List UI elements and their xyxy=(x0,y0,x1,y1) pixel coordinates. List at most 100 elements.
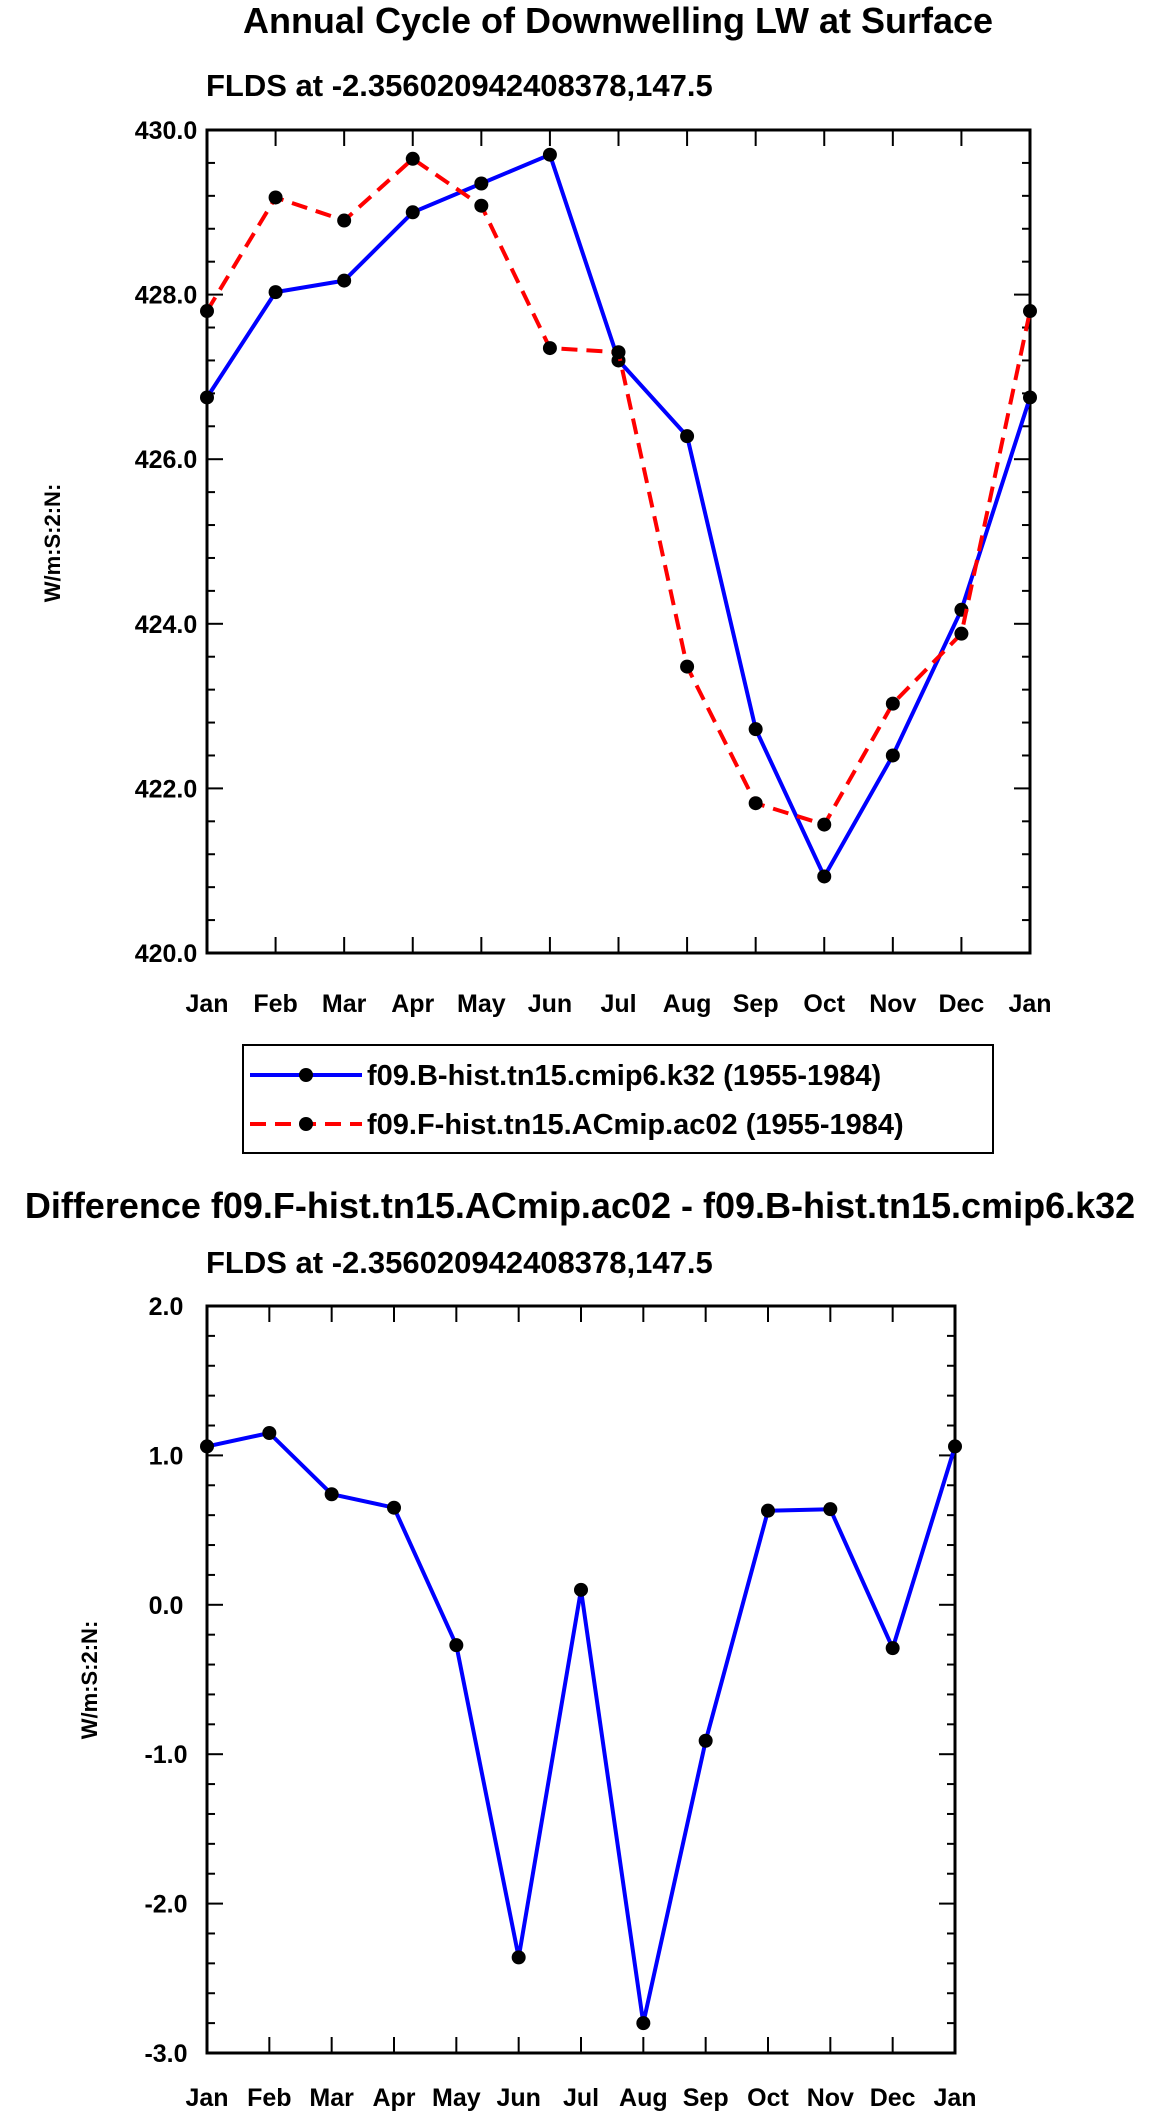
chart-subtitle: FLDS at -2.356020942408378,147.5 xyxy=(206,1245,713,1280)
data-point-series-1 xyxy=(268,285,283,300)
y-axis-label: W/m:S:2:N: xyxy=(77,1621,102,1740)
plot-frame xyxy=(205,1304,957,2055)
data-point-series-2 xyxy=(268,190,283,205)
y-tick-label: 0.0 xyxy=(149,1592,184,1620)
data-point-series-2 xyxy=(817,817,832,832)
chart-title: Annual Cycle of Downwelling LW at Surfac… xyxy=(243,0,993,41)
data-point-series-1 xyxy=(636,2016,651,2031)
data-point-series-1 xyxy=(748,722,763,737)
x-tick-label: Dec xyxy=(938,990,984,1018)
data-point-series-1 xyxy=(200,1439,214,1454)
data-point-series-1 xyxy=(337,273,352,288)
x-tick-label: Oct xyxy=(747,2084,789,2112)
data-point-series-1 xyxy=(698,1733,713,1748)
data-point-series-1 xyxy=(387,1500,401,1515)
data-point-series-1 xyxy=(885,1641,900,1656)
y-tick-label: 426.0 xyxy=(135,446,198,474)
series-line-1 xyxy=(206,1431,957,2026)
y-axis-label: W/m:S:2:N: xyxy=(40,484,65,603)
y-tick-label: 2.0 xyxy=(149,1293,184,1321)
x-tick-label: Nov xyxy=(869,990,916,1018)
data-point-series-2 xyxy=(405,151,420,166)
x-tick-label: Jan xyxy=(185,990,228,1018)
plot-area xyxy=(205,128,1032,955)
data-point-series-2 xyxy=(200,304,214,319)
y-tick-label: 424.0 xyxy=(135,611,198,639)
y-tick-label: -2.0 xyxy=(144,1891,187,1919)
data-point-series-1 xyxy=(449,1638,464,1653)
data-point-series-1 xyxy=(1023,390,1037,405)
plot-frame xyxy=(205,128,1032,955)
data-point-series-1 xyxy=(823,1502,838,1517)
y-tick-label: 420.0 xyxy=(135,940,198,968)
x-tick-label: Feb xyxy=(253,990,297,1018)
data-point-series-2 xyxy=(954,626,969,641)
data-point-series-2 xyxy=(885,696,900,711)
legend-marker-series-2 xyxy=(299,1117,313,1131)
data-point-series-1 xyxy=(885,748,900,763)
x-tick-label: Sep xyxy=(733,990,779,1018)
x-tick-label: Jul xyxy=(563,2084,599,2112)
data-point-series-1 xyxy=(200,390,214,405)
x-tick-label: Apr xyxy=(391,990,434,1018)
chart-difference: Difference f09.F-hist.tn15.ACmip.ac02 - … xyxy=(25,1185,1135,2112)
legend-marker-series-1 xyxy=(299,1068,313,1082)
data-point-series-2 xyxy=(474,198,489,213)
x-tick-label: Oct xyxy=(803,990,845,1018)
y-tick-label: 1.0 xyxy=(149,1442,184,1470)
x-tick-label: Nov xyxy=(807,2084,854,2112)
x-tick-label: Feb xyxy=(247,2084,291,2112)
x-tick-label: Aug xyxy=(619,2084,668,2112)
series-lines xyxy=(200,147,1037,884)
data-point-series-1 xyxy=(262,1425,277,1440)
x-tick-label: May xyxy=(457,990,506,1018)
data-point-series-1 xyxy=(574,1582,588,1597)
y-tick-label: -3.0 xyxy=(144,2040,187,2068)
data-point-series-1 xyxy=(324,1487,339,1502)
data-point-series-1 xyxy=(542,147,557,162)
x-tick-label: Mar xyxy=(309,2084,354,2112)
data-point-series-2 xyxy=(680,659,695,674)
x-tick-label: Jan xyxy=(1008,990,1051,1018)
legend-label-series-1: f09.B-hist.tn15.cmip6.k32 (1955-1984) xyxy=(367,1060,881,1092)
x-tick-label: Jan xyxy=(185,2084,228,2112)
chart-subtitle: FLDS at -2.356020942408378,147.5 xyxy=(206,68,713,103)
x-tick-label: Jan xyxy=(933,2084,976,2112)
series-line-1 xyxy=(205,152,1032,879)
legend-frame xyxy=(242,1044,994,1154)
chart-annual-cycle: Annual Cycle of Downwelling LW at Surfac… xyxy=(40,0,1052,1018)
legend: f09.B-hist.tn15.cmip6.k32 (1955-1984) f0… xyxy=(242,1044,994,1154)
y-tick-label: 430.0 xyxy=(135,117,198,145)
data-point-series-1 xyxy=(405,205,420,220)
series-lines xyxy=(200,1425,962,2031)
x-tick-label: Sep xyxy=(683,2084,729,2112)
tick-labels: -3.0 -2.0 -1.0 0.0 1.0 2.0 Jan Feb Mar Apr May Jun J… xyxy=(144,1293,976,2112)
y-tick-label: -1.0 xyxy=(144,1741,187,1769)
x-tick-label: Jun xyxy=(496,2084,540,2112)
data-point-series-1 xyxy=(474,176,489,191)
x-tick-label: Mar xyxy=(322,990,367,1018)
data-point-series-1 xyxy=(948,1439,962,1454)
data-point-series-1 xyxy=(761,1503,775,1518)
data-point-series-1 xyxy=(817,869,832,884)
x-tick-label: Aug xyxy=(663,990,712,1018)
data-point-series-2 xyxy=(748,796,763,811)
data-point-series-2 xyxy=(611,345,626,360)
y-tick-label: 422.0 xyxy=(135,775,198,803)
y-tick-label: 428.0 xyxy=(135,282,198,310)
data-point-series-2 xyxy=(1023,304,1037,319)
plot-area xyxy=(205,1304,957,2055)
data-point-series-1 xyxy=(511,1950,526,1965)
x-tick-label: Dec xyxy=(870,2084,916,2112)
data-point-series-2 xyxy=(337,213,352,228)
chart-title: Difference f09.F-hist.tn15.ACmip.ac02 - … xyxy=(25,1185,1135,1226)
x-tick-label: Jun xyxy=(528,990,572,1018)
data-point-series-2 xyxy=(542,341,557,356)
x-tick-label: May xyxy=(432,2084,481,2112)
legend-label-series-2: f09.F-hist.tn15.ACmip.ac02 (1955-1984) xyxy=(367,1109,904,1141)
x-tick-label: Apr xyxy=(372,2084,415,2112)
tick-labels: 420.0 422.0 424.0 426.0 428.0 430.0 Jan Feb Mar A… xyxy=(135,117,1052,1018)
x-tick-label: Jul xyxy=(600,990,636,1018)
data-point-series-1 xyxy=(680,429,695,444)
